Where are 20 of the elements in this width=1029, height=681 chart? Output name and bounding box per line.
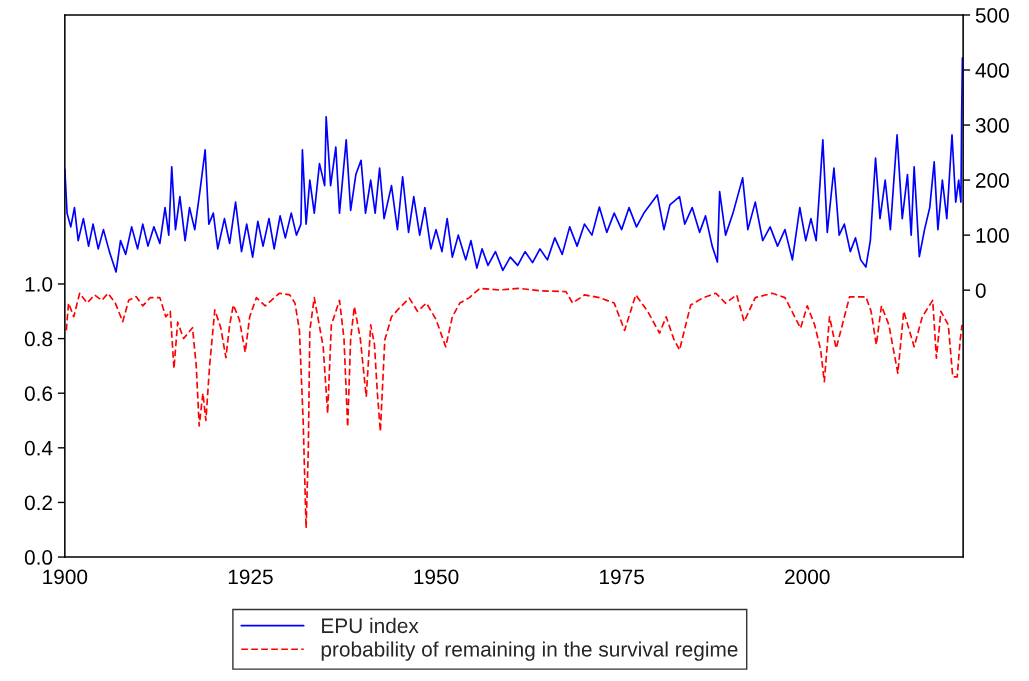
- x-tick-label: 1925: [228, 569, 273, 585]
- y2-tick-label: 200: [976, 173, 1009, 188]
- y-tick-label: 0.6: [24, 386, 53, 401]
- line-series: [65, 287, 963, 529]
- y2-tick-label: 100: [976, 228, 1009, 243]
- y2-tick-label: 400: [975, 63, 1009, 78]
- y2-tick-label: 500: [975, 7, 1009, 23]
- x-tick-label: 2000: [785, 569, 830, 585]
- y2-tick-label: 0: [975, 283, 986, 298]
- x-tick-label: 1900: [43, 569, 88, 585]
- y-tick-label: 0.8: [24, 331, 53, 347]
- legend-label: EPU index: [322, 617, 419, 634]
- y-tick-label: 0.4: [24, 440, 53, 456]
- x-tick-label: 1975: [600, 569, 644, 585]
- y-tick-label: 0.0: [24, 550, 53, 565]
- legend-label: probability of remaining in the survival regime: [321, 641, 738, 661]
- y-tick-label: 1.0: [25, 276, 53, 292]
- y-tick-label: 0.2: [24, 495, 52, 511]
- y2-tick-label: 300: [975, 118, 1009, 133]
- x-tick-label: 1950: [414, 569, 459, 585]
